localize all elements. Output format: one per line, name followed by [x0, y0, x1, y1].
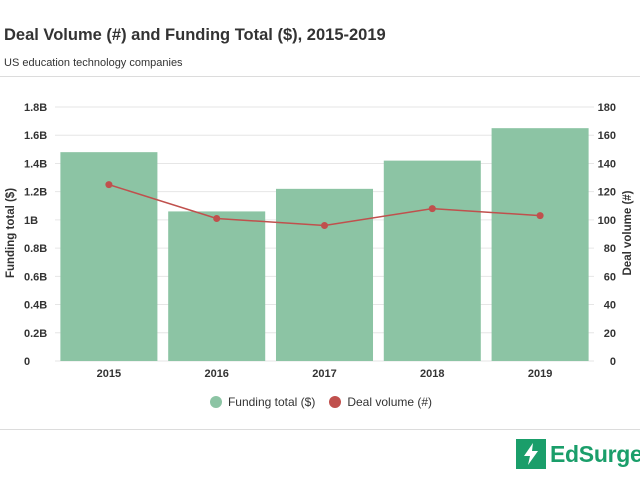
left-tick-label: 1.8B [24, 102, 47, 114]
chart-title: Deal Volume (#) and Funding Total ($), 2… [4, 26, 386, 44]
x-axis-ticks: 2015 2016 2017 2018 2019 [97, 368, 553, 380]
legend: Funding total ($) Deal volume (#) [0, 395, 640, 409]
funding-bar-2018 [383, 160, 481, 361]
deal-volume-point-2016 [213, 214, 221, 222]
left-tick-label: 0.4B [24, 300, 47, 312]
left-tick-label: 0.8B [24, 243, 47, 255]
chart-subtitle: US education technology companies [4, 57, 183, 69]
right-tick-label: 20 [604, 328, 616, 340]
legend-item-funding[interactable]: Funding total ($) [209, 395, 316, 409]
x-tick-label: 2018 [420, 368, 444, 380]
x-tick-label: 2017 [312, 368, 336, 380]
funding-bars [60, 128, 589, 361]
legend-swatch-deal-volume [329, 396, 342, 408]
funding-bar-2017 [275, 188, 374, 361]
left-tick-label: 0 [24, 356, 30, 368]
left-tick-label: 1.4B [24, 158, 47, 170]
right-tick-label: 140 [598, 158, 616, 170]
x-tick-label: 2016 [204, 368, 228, 380]
right-tick-label: 60 [604, 271, 616, 283]
legend-label-deal-volume: Deal volume (#) [347, 395, 433, 409]
lightning-bolt-icon [516, 439, 546, 469]
left-tick-label: 1B [24, 215, 38, 227]
legend-swatch-funding [209, 396, 222, 408]
edsurge-logo: EdSurge [516, 439, 640, 469]
funding-bar-2019 [491, 128, 589, 361]
left-axis-title: Funding total ($) [5, 188, 17, 278]
legend-item-deal-volume[interactable]: Deal volume (#) [329, 395, 432, 409]
deal-volume-point-2017 [321, 222, 328, 230]
brand-name: EdSurge [550, 440, 640, 467]
footer-divider [0, 429, 640, 430]
right-tick-label: 120 [598, 187, 616, 199]
deal-volume-point-2018 [428, 205, 436, 213]
combo-chart: 0 0.2B 0.4B 0.6B 0.8B 1B 1.2B 1.4B 1.6B 1.8B 0 20 4… [5, 102, 634, 380]
x-tick-label: 2019 [528, 368, 552, 380]
deal-volume-point-2019 [536, 212, 544, 220]
left-tick-label: 0.6B [24, 271, 47, 283]
left-axis-ticks: 0 0.2B 0.4B 0.6B 0.8B 1B 1.2B 1.4B 1.6B 1.8B [24, 102, 47, 368]
header-divider [0, 76, 640, 77]
funding-bar-2016 [168, 211, 266, 361]
deal-volume-point-2015 [105, 181, 113, 189]
right-axis-ticks: 0 20 40 60 80 100 120 140 160 180 [598, 102, 616, 368]
x-tick-label: 2015 [97, 368, 121, 380]
legend-label-funding: Funding total ($) [227, 395, 316, 409]
left-tick-label: 1.2B [24, 187, 47, 199]
right-axis-title: Deal volume (#) [622, 190, 634, 275]
right-tick-label: 40 [604, 300, 616, 312]
left-tick-label: 0.2B [24, 328, 47, 340]
right-tick-label: 180 [598, 102, 616, 114]
right-tick-label: 100 [598, 215, 616, 227]
right-tick-label: 160 [598, 130, 616, 142]
right-tick-label: 0 [610, 356, 616, 368]
left-tick-label: 1.6B [24, 130, 47, 142]
deal-volume-points [105, 181, 544, 230]
right-tick-label: 80 [604, 243, 616, 255]
